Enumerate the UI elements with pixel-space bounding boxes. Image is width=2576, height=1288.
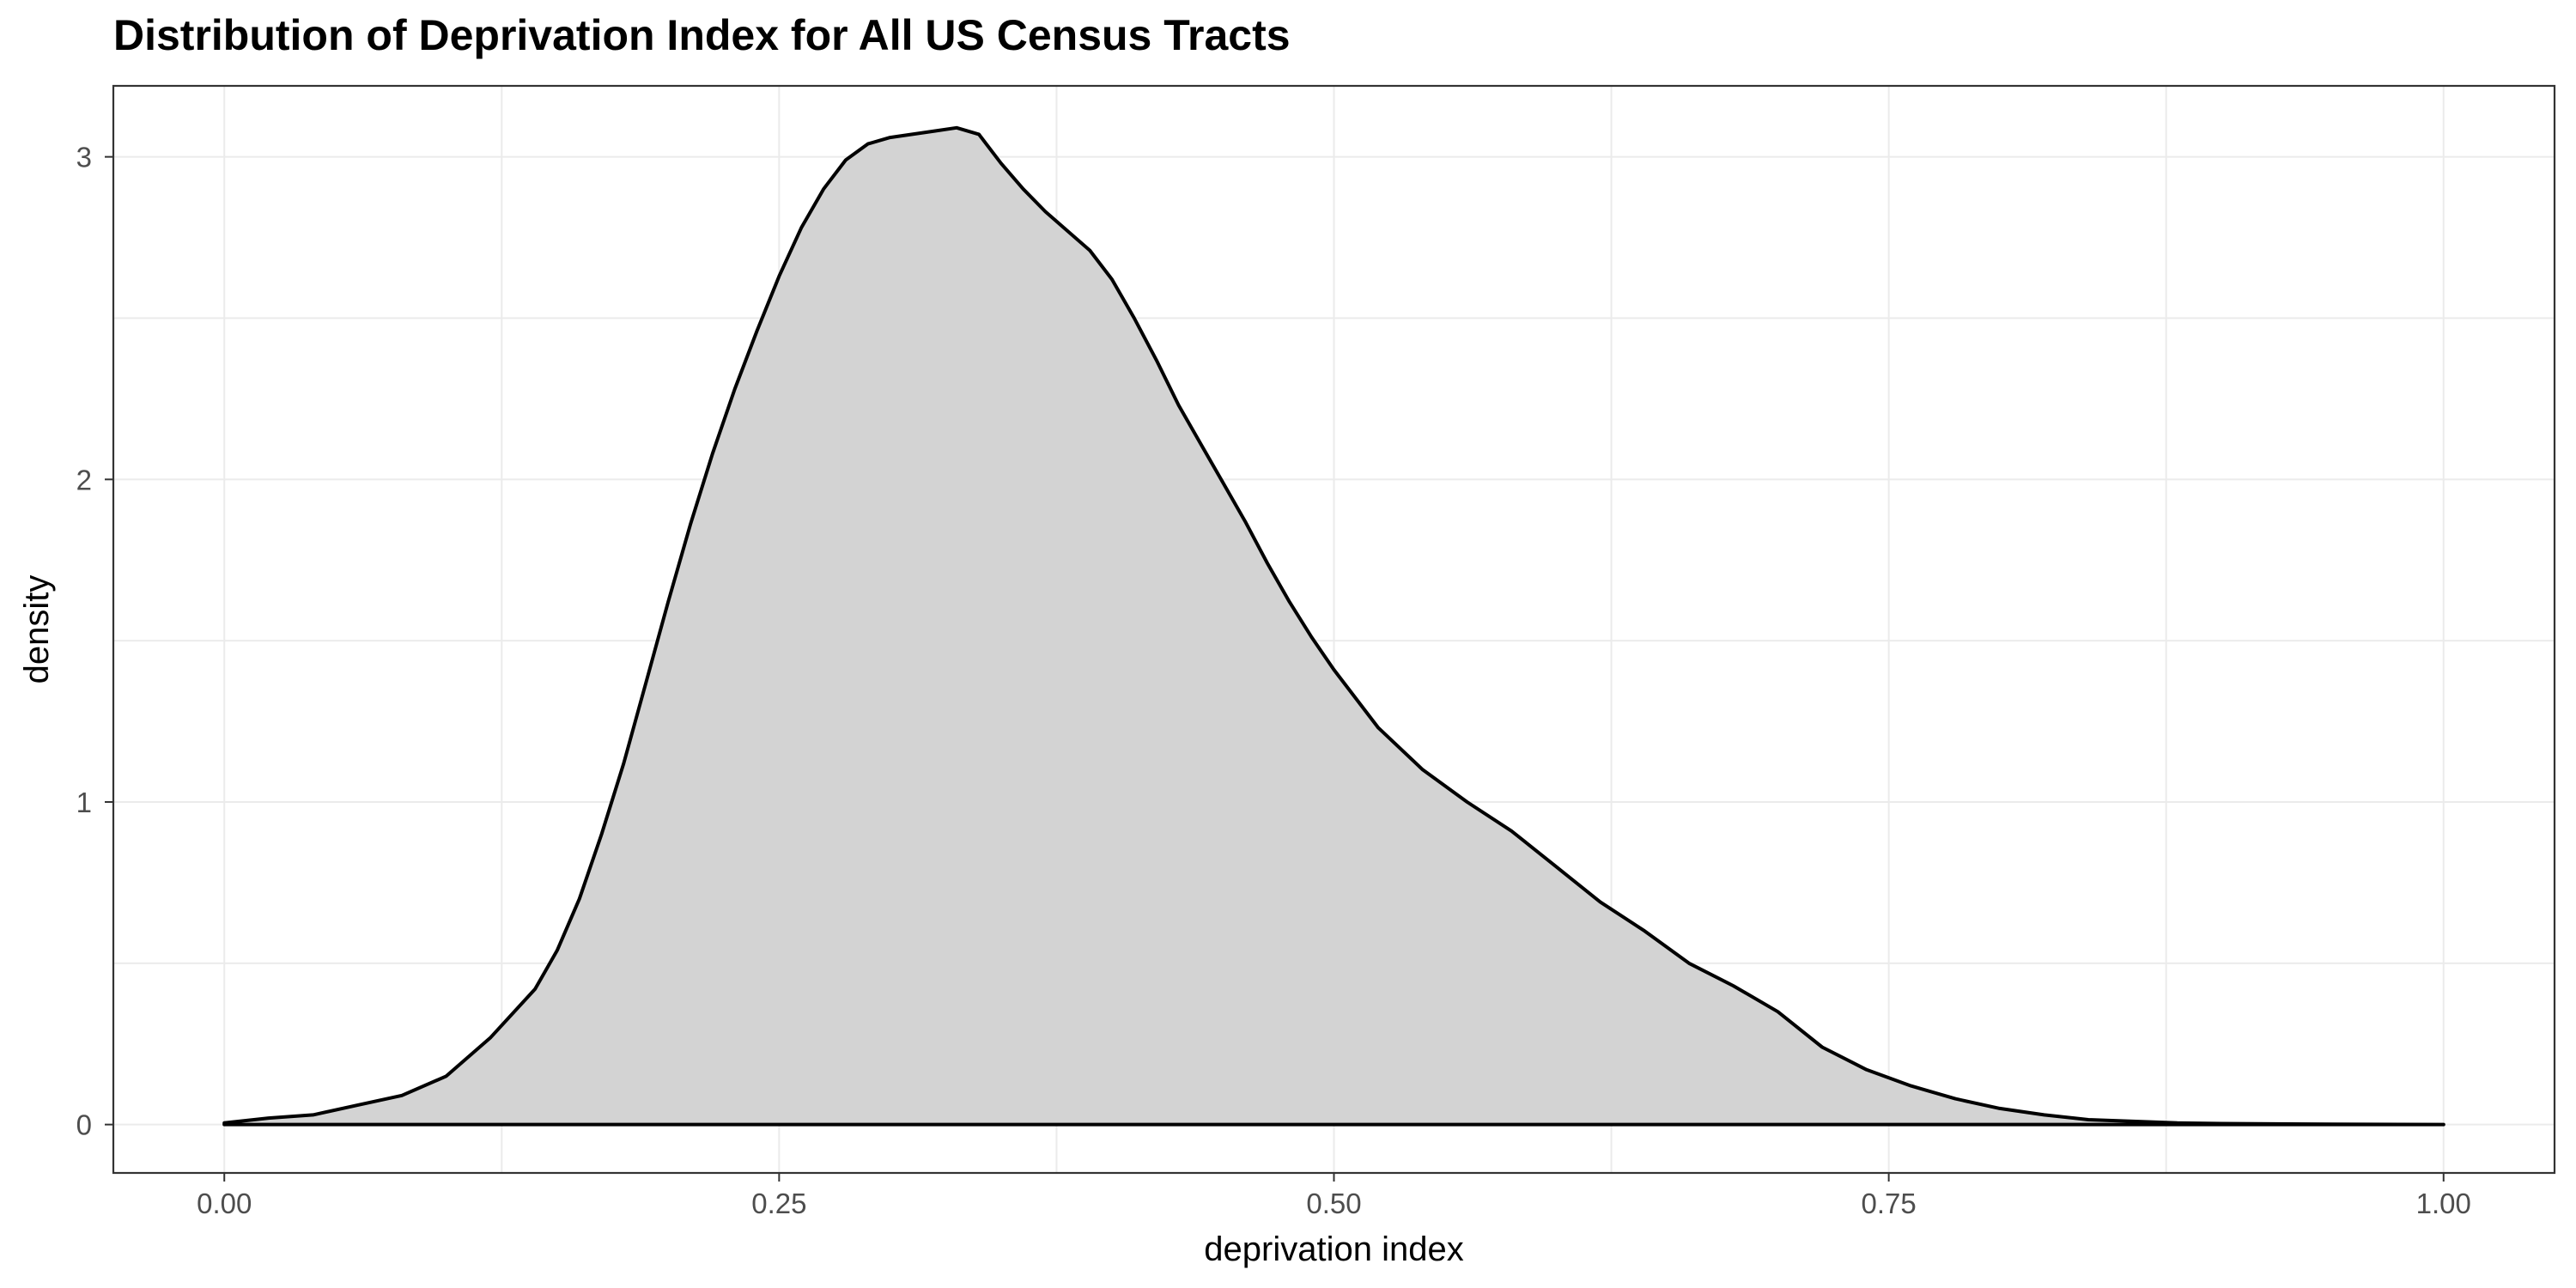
x-tick-label-4: 1.00 <box>2416 1188 2471 1219</box>
panel-border <box>112 84 2556 1175</box>
x-tick-label-2: 0.50 <box>1306 1188 1361 1219</box>
axis-ticks: 0.00 0.25 0.50 0.75 1.00 0 1 2 3 <box>76 142 2471 1219</box>
density-area <box>222 125 2445 1127</box>
y-tick-label-2: 2 <box>76 464 92 495</box>
x-tick-label-3: 0.75 <box>1862 1188 1917 1219</box>
y-tick-label-3: 3 <box>76 142 92 173</box>
density-fill <box>224 127 2444 1125</box>
density-outline <box>222 125 2445 1127</box>
y-axis-title: density <box>18 575 56 684</box>
y-tick-label-1: 1 <box>76 787 92 818</box>
y-tick-label-0: 0 <box>76 1109 92 1141</box>
x-axis-title: deprivation index <box>1204 1230 1463 1268</box>
x-tick-label-0: 0.00 <box>197 1188 252 1219</box>
x-tick-label-1: 0.25 <box>751 1188 806 1219</box>
chart-title: Distribution of Deprivation Index for Al… <box>113 11 1291 59</box>
